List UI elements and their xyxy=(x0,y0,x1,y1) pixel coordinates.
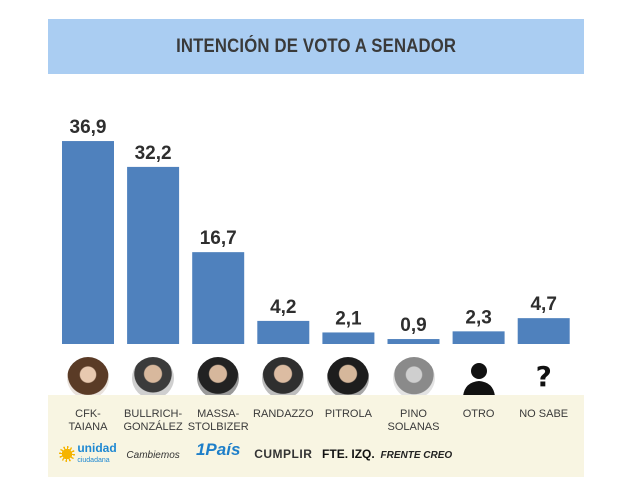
candidate-name-6: PINO SOLANAS xyxy=(381,408,447,434)
party-logo-4: CUMPLIR xyxy=(250,445,316,463)
candidate-name-3: MASSA- STOLBIZER xyxy=(185,408,251,434)
candidate-name-4: RANDAZZO xyxy=(250,408,316,421)
candidate-band: CFK- TAIANA unidad ciudadana BULLRICH- GONZÁL… xyxy=(48,395,584,477)
value-label-7: 2,3 xyxy=(465,307,491,328)
value-label-3: 16,7 xyxy=(200,228,237,249)
bar-5 xyxy=(322,332,375,344)
party-logo-1: unidad ciudadana xyxy=(55,441,121,465)
candidate-name-2: BULLRICH- GONZÁLEZ xyxy=(120,408,186,434)
candidate-name-line2: TAIANA xyxy=(68,421,108,433)
party-name: FRENTE CREO xyxy=(380,450,453,461)
candidate-photo-5 xyxy=(327,357,370,399)
bar-7 xyxy=(452,331,505,344)
bar-1 xyxy=(62,141,114,344)
candidate-photo-6 xyxy=(392,357,435,399)
chart-title: INTENCIÓN DE VOTO A SENADOR xyxy=(175,35,457,57)
bar-4 xyxy=(257,320,310,344)
candidate-name-line2: GONZÁLEZ xyxy=(123,421,183,433)
party-name: Cambiemos xyxy=(126,450,180,461)
candidate-name-7: OTRO xyxy=(446,408,512,421)
party-logo-3: 1País xyxy=(185,440,251,460)
value-label-1: 36,9 xyxy=(70,117,107,138)
bar-6 xyxy=(387,339,440,344)
value-label-5: 2,1 xyxy=(335,308,362,329)
bar-8 xyxy=(517,318,570,344)
candidate-column-6: PINO SOLANAS FRENTE CREO xyxy=(381,395,453,461)
candidate-name-8: NO SABE xyxy=(511,408,577,421)
candidate-photo-1 xyxy=(67,357,109,399)
candidate-photo-4 xyxy=(262,357,305,399)
bar-2 xyxy=(127,166,180,344)
candidate-name-line2: STOLBIZER xyxy=(187,421,249,433)
candidate-name-line1: RANDAZZO xyxy=(253,408,314,420)
title-band: INTENCIÓN DE VOTO A SENADOR xyxy=(48,19,584,74)
candidate-name-line1: MASSA- xyxy=(197,408,240,420)
party-logo-6: FRENTE CREO xyxy=(381,445,453,463)
candidate-name-5: PITROLA xyxy=(315,408,381,421)
value-label-4: 4,2 xyxy=(270,297,296,318)
candidate-name-line1: NO SABE xyxy=(519,408,569,420)
sun-icon xyxy=(59,446,76,462)
candidate-name-line1: PITROLA xyxy=(324,408,372,420)
party-name: unidad xyxy=(77,441,117,455)
candidate-name-line1: BULLRICH- xyxy=(124,408,183,420)
party-logo-5: FTE. IZQ. xyxy=(315,445,381,463)
candidate-column-5: PITROLA FTE. IZQ. xyxy=(315,395,381,461)
bar-3 xyxy=(192,252,245,344)
candidate-name-1: CFK- TAIANA xyxy=(55,408,121,434)
question-mark-icon: ? xyxy=(535,360,552,393)
value-label-8: 4,7 xyxy=(530,294,556,315)
candidate-column-4: RANDAZZO CUMPLIR xyxy=(250,395,316,461)
candidate-name-line2: SOLANAS xyxy=(387,421,440,433)
person-silhouette-icon xyxy=(462,363,495,396)
candidate-name-line1: OTRO xyxy=(462,408,495,420)
value-label-2: 32,2 xyxy=(135,143,172,164)
party-logo-2: Cambiemos xyxy=(120,445,186,463)
candidate-column-8: NO SABE xyxy=(511,395,577,421)
party-name: CUMPLIR xyxy=(254,447,313,461)
candidate-column-3: MASSA- STOLBIZER 1País xyxy=(185,395,251,459)
candidate-name-line1: PINO xyxy=(400,408,427,420)
candidate-photo-2 xyxy=(132,357,175,399)
candidate-column-2: BULLRICH- GONZÁLEZ Cambiemos xyxy=(120,395,186,461)
candidate-photo-3 xyxy=(197,357,240,399)
candidate-name-line1: CFK- xyxy=(75,408,101,420)
candidate-column-1: CFK- TAIANA unidad ciudadana xyxy=(55,395,121,464)
party-name: FTE. IZQ. xyxy=(322,447,375,461)
party-subname: ciudadana xyxy=(77,457,110,464)
value-label-6: 0,9 xyxy=(400,315,426,336)
candidate-column-7: OTRO xyxy=(446,395,512,421)
party-name: 1País xyxy=(195,440,241,459)
